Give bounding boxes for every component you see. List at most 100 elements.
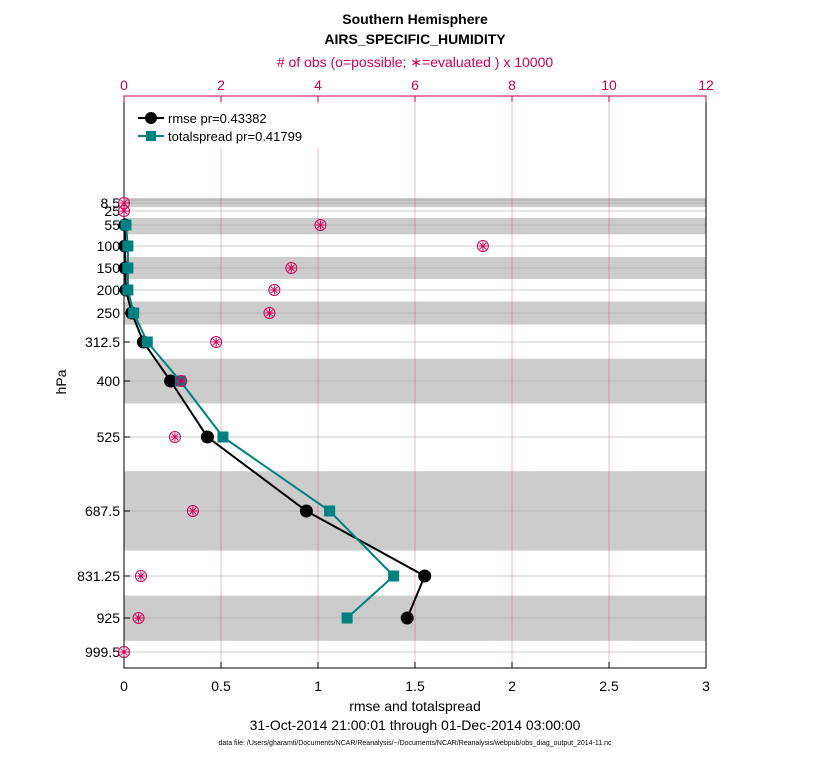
obs-evaluated-star-stroke: [135, 614, 143, 622]
x-tick-label: 3: [702, 678, 710, 694]
obs-possible-circle: [118, 205, 130, 217]
y-tick-label: 925: [97, 610, 121, 626]
y-tick-label: 200: [97, 282, 121, 298]
totalspread-point: [141, 336, 153, 348]
obs-count-marker: [118, 646, 130, 658]
x-tick-label: 2: [508, 678, 516, 694]
x-tick-label: 1: [314, 678, 322, 694]
top-tick-label: 10: [601, 77, 617, 93]
y-tick-label: 312.5: [85, 334, 120, 350]
totalspread-point: [122, 284, 134, 296]
obs-count-marker: [168, 431, 181, 443]
chart-title-line1: Southern Hemisphere: [342, 11, 488, 27]
top-tick-label: 8: [508, 77, 516, 93]
top-tick-label: 4: [314, 77, 322, 93]
obs-possible-circle: [314, 219, 327, 231]
totalspread-point: [128, 307, 140, 319]
legend-rmse-marker: [145, 112, 157, 124]
y-tick-label: 400: [97, 373, 121, 389]
obs-count-marker: [263, 307, 276, 319]
obs-count-markers: [118, 197, 489, 658]
y-tick-label: 250: [97, 305, 121, 321]
y-tick-label: 55: [104, 217, 120, 233]
obs-count-marker: [118, 205, 130, 217]
legend-spread-marker: [146, 131, 156, 141]
x-tick-label: 0: [120, 678, 128, 694]
series-line-rmse: [123, 225, 426, 619]
obs-count-marker: [285, 262, 298, 274]
obs-possible-circle: [134, 570, 147, 582]
rmse-point: [200, 430, 214, 444]
totalspread-point: [217, 431, 229, 443]
totalspread-point: [324, 505, 336, 517]
y-tick-label: 525: [97, 429, 121, 445]
series-line-totalspread: [124, 224, 396, 619]
y-tick-label: 8.5: [101, 195, 121, 211]
obs-possible-circle: [168, 431, 181, 443]
top-tick-label: 2: [217, 77, 225, 93]
legend-rmse-label: rmse pr=0.43382: [168, 111, 267, 126]
top-tick-label: 12: [698, 77, 714, 93]
obs-evaluated-star-stroke: [171, 433, 179, 441]
obs-evaluated-star-stroke: [120, 648, 128, 656]
obs-possible-circle: [132, 612, 145, 624]
obs-evaluated-star-stroke: [270, 286, 278, 294]
obs-evaluated-star-stroke: [177, 377, 185, 385]
obs-count-marker: [210, 336, 223, 348]
obs-count-marker: [476, 240, 489, 252]
obs-evaluated-star-stroke: [137, 572, 145, 580]
y-tick-label: 150: [97, 260, 121, 276]
legend-spread-label: totalspread pr=0.41799: [168, 129, 302, 144]
obs-count-marker: [314, 219, 327, 231]
obs-evaluated-star-stroke: [212, 338, 220, 346]
obs-evaluated-star-stroke: [120, 207, 128, 215]
obs-possible-circle: [263, 307, 276, 319]
rmse-point: [400, 611, 414, 625]
date-range: 31-Oct-2014 21:00:01 through 01-Dec-2014…: [250, 717, 581, 733]
y-axis-label: hPa: [53, 369, 69, 394]
top-axis-label: # of obs (o=possible; ∗=evaluated ) x 10…: [277, 54, 554, 70]
obs-evaluated-star-stroke: [120, 199, 128, 207]
obs-possible-circle: [175, 375, 188, 387]
totalspread-point: [122, 262, 134, 274]
obs-possible-circle: [476, 240, 489, 252]
legend-box: [132, 104, 322, 148]
rmse-point: [164, 374, 178, 388]
y-tick-label: 25: [104, 203, 120, 219]
y-tick-label: 999.5: [85, 644, 120, 660]
y-tick-label: 100: [97, 238, 121, 254]
obs-evaluated-star-stroke: [189, 507, 197, 515]
totalspread-point: [122, 240, 134, 252]
obs-evaluated-star-stroke: [265, 309, 274, 317]
top-tick-label: 6: [411, 77, 419, 93]
obs-possible-circle: [210, 336, 223, 348]
y-tick-label: 687.5: [85, 503, 120, 519]
totalspread-point: [120, 219, 132, 231]
obs-count-marker: [268, 284, 281, 296]
y-tick-label: 831.25: [77, 568, 120, 584]
x-tick-label: 0.5: [211, 678, 231, 694]
obs-possible-circle: [285, 262, 298, 274]
obs-possible-circle: [268, 284, 281, 296]
obs-evaluated-star-stroke: [316, 221, 324, 229]
obs-evaluated-star-stroke: [479, 242, 487, 250]
obs-evaluated-star-stroke: [287, 264, 295, 272]
obs-count-marker: [175, 375, 188, 387]
data-file-footnote: data file: /Users/gharamti/Documents/NCA…: [218, 740, 612, 747]
rmse-point: [418, 569, 432, 583]
x-tick-label: 1.5: [405, 678, 425, 694]
totalspread-point: [341, 612, 353, 624]
rmse-point: [299, 504, 313, 518]
obs-count-marker: [134, 570, 147, 582]
x-tick-label: 2.5: [599, 678, 619, 694]
chart-title-line2: AIRS_SPECIFIC_HUMIDITY: [324, 31, 506, 47]
obs-count-marker: [186, 505, 199, 517]
obs-count-marker: [132, 612, 145, 624]
x-axis-label: rmse and totalspread: [349, 698, 481, 714]
totalspread-point: [388, 570, 400, 582]
top-tick-label: 0: [120, 77, 128, 93]
obs-possible-circle: [186, 505, 199, 517]
obs-possible-circle: [118, 646, 130, 658]
